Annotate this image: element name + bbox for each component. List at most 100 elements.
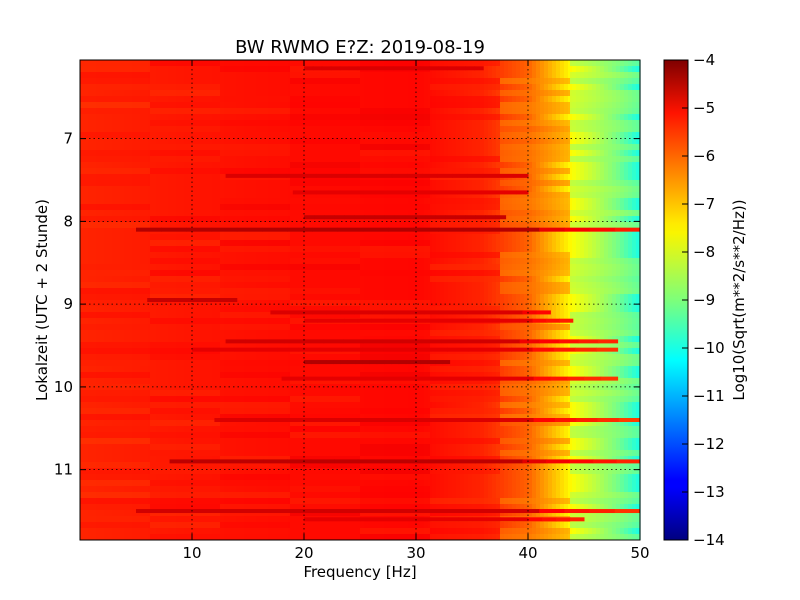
heatmap-streak (80, 168, 150, 174)
heatmap-streak (220, 408, 290, 414)
heatmap-streak (220, 360, 290, 366)
heatmap-column (608, 60, 613, 540)
heatmap-band (136, 509, 162, 514)
heatmap-band (235, 418, 258, 422)
heatmap-band (362, 347, 385, 352)
heatmap-band (315, 376, 333, 381)
heatmap-band (422, 190, 435, 195)
heatmap-streak (220, 210, 290, 216)
heatmap-streak (500, 264, 570, 270)
heatmap-band (391, 360, 400, 365)
heatmap-streak (360, 150, 430, 156)
heatmap-streak (80, 132, 150, 138)
heatmap-band (255, 173, 272, 178)
heatmap-streak (80, 516, 150, 522)
heatmap-band (151, 298, 157, 302)
heatmap-band (438, 509, 465, 514)
heatmap-streak (150, 408, 220, 414)
heatmap-streak (80, 282, 150, 288)
heatmap-streak (430, 372, 500, 378)
heatmap-streak (290, 486, 360, 492)
heatmap-band (318, 517, 333, 522)
heatmap-band (398, 190, 411, 195)
heatmap-streak (360, 300, 430, 306)
heatmap-band (136, 227, 162, 232)
heatmap-column (572, 60, 577, 540)
heatmap-streak (430, 456, 500, 462)
heatmap-band (420, 66, 430, 71)
heatmap-streak (290, 102, 360, 108)
heatmap-band (414, 215, 426, 220)
heatmap-streak (430, 522, 500, 528)
heatmap-streak (150, 84, 220, 90)
heatmap-streak (290, 138, 360, 144)
heatmap-streak (80, 480, 150, 486)
heatmap-streak (570, 498, 640, 504)
heatmap-band (332, 376, 350, 381)
heatmap-band (498, 459, 523, 464)
heatmap-band (489, 347, 512, 352)
heatmap-band (384, 418, 407, 422)
heatmap-streak (150, 234, 220, 240)
heatmap-streak (430, 96, 500, 102)
heatmap-column (496, 60, 501, 540)
heatmap-column (560, 60, 565, 540)
heatmap-streak (80, 264, 150, 270)
heatmap-band (514, 517, 529, 522)
heatmap-streak (80, 300, 150, 306)
heatmap-band (539, 227, 565, 232)
heatmap-streak (360, 246, 430, 252)
heatmap-band (346, 173, 363, 178)
heatmap-band (366, 66, 377, 71)
heatmap-streak (290, 258, 360, 264)
heatmap-streak (150, 144, 220, 150)
heatmap-band (589, 509, 616, 514)
heatmap-streak (570, 96, 640, 102)
heatmap-streak (570, 384, 640, 390)
heatmap-band (225, 173, 242, 178)
heatmap-band (240, 459, 265, 464)
heatmap-band (514, 509, 540, 514)
heatmap-band (326, 310, 341, 315)
heatmap-band (394, 215, 406, 220)
heatmap-band (287, 459, 312, 464)
heatmap-streak (290, 414, 360, 420)
heatmap-streak (220, 528, 290, 534)
heatmap-streak (290, 396, 360, 402)
heatmap-streak (500, 420, 570, 426)
heatmap-streak (220, 222, 290, 228)
heatmap-streak (430, 390, 500, 396)
heatmap-streak (500, 198, 570, 204)
heatmap-band (357, 66, 368, 71)
heatmap-streak (220, 144, 290, 150)
heatmap-band (236, 509, 263, 514)
heatmap-band (458, 517, 473, 522)
heatmap-column (592, 60, 597, 540)
heatmap-streak (430, 306, 500, 312)
heatmap-band (533, 376, 551, 381)
heatmap-band (475, 215, 486, 220)
heatmap-streak (150, 420, 220, 426)
heatmap-streak (290, 114, 360, 120)
heatmap-streak (220, 492, 290, 498)
heatmap-band (614, 509, 641, 514)
heatmap-streak (430, 204, 500, 210)
heatmap-band (332, 517, 347, 522)
heatmap-streak (500, 210, 570, 216)
heatmap-streak (80, 78, 150, 84)
heatmap-band (480, 190, 494, 195)
heatmap-band (542, 517, 557, 522)
heatmap-streak (360, 192, 430, 198)
heatmap-band (284, 310, 299, 315)
heatmap-column (484, 60, 489, 540)
heatmap-streak (360, 492, 430, 498)
heatmap-band (346, 517, 361, 522)
heatmap-band (298, 376, 316, 381)
heatmap-streak (430, 78, 500, 84)
heatmap-streak (570, 432, 640, 438)
heatmap-band (589, 227, 616, 232)
heatmap-band (522, 459, 547, 464)
heatmap-band (539, 509, 565, 514)
heatmap-streak (500, 108, 570, 114)
heatmap-band (451, 459, 476, 464)
